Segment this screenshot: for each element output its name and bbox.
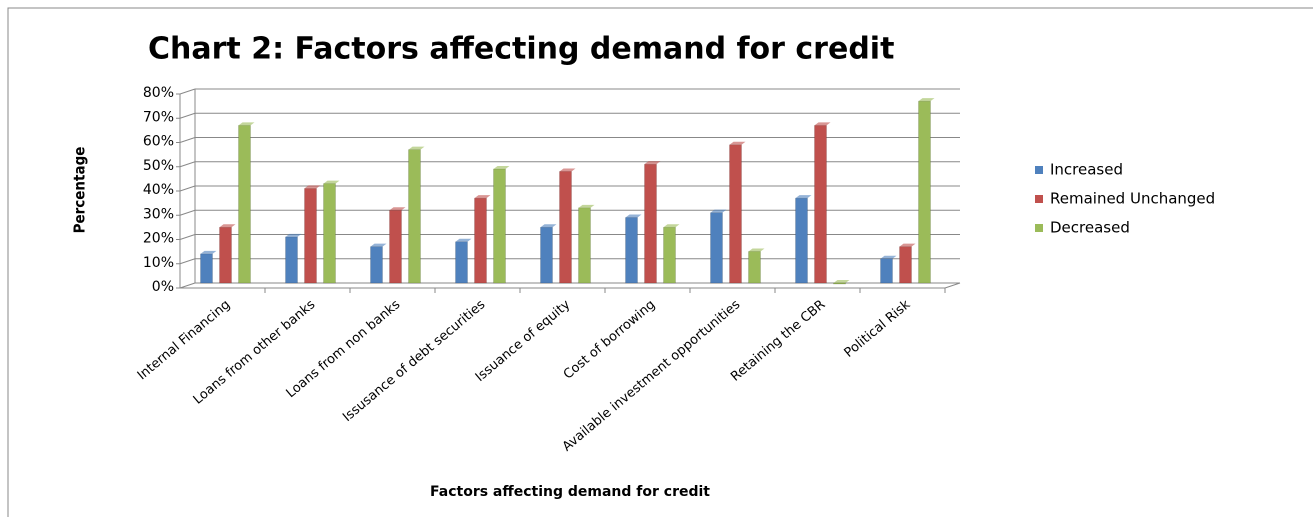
bar-top (625, 214, 642, 218)
bar-top (455, 238, 472, 242)
bar (238, 125, 251, 284)
x-tick-label: Cost of borrowing (561, 297, 659, 382)
legend-label: Remained Unchanged (1050, 190, 1215, 208)
legend-swatch (1035, 195, 1043, 203)
bar-top (899, 243, 916, 247)
bar (285, 236, 298, 284)
x-axis-title: Factors affecting demand for credit (430, 484, 710, 500)
grid-line-depth (179, 282, 196, 289)
x-tick-label: Political Risk (842, 297, 914, 361)
x-tick-label: Retaining the CBR (728, 297, 828, 384)
bar-top (795, 195, 812, 199)
bar-top (578, 204, 595, 208)
grid-line-depth (179, 234, 196, 240)
grid-line-depth (179, 88, 196, 95)
y-tick-label: 70% (143, 109, 174, 125)
bar (219, 226, 232, 284)
bar (455, 241, 468, 284)
bar-top (370, 243, 387, 247)
bar (578, 207, 591, 284)
bar-top (304, 185, 321, 189)
grid-line-depth (179, 258, 196, 265)
bar-top (918, 98, 935, 102)
bar (833, 282, 846, 285)
bar-top (644, 161, 661, 165)
y-tick-label: 40% (143, 182, 174, 198)
y-tick-label: 0% (152, 279, 174, 295)
bar-top (710, 209, 727, 213)
bar-top (285, 233, 302, 237)
bar-top (663, 224, 680, 228)
y-tick-label: 10% (143, 255, 174, 271)
x-tick-label: Issusance of debt securities (340, 297, 488, 425)
x-tick-label: Internal Financing (135, 297, 234, 383)
bar (408, 149, 421, 284)
bar-top (880, 255, 897, 259)
bar (540, 226, 553, 284)
grid-line-depth (179, 209, 196, 216)
bar (474, 197, 487, 284)
y-tick-label: 60% (143, 134, 174, 150)
bar-top (729, 141, 746, 145)
bar-top (474, 195, 491, 199)
grid-line-depth (179, 161, 196, 168)
legend-label: Decreased (1050, 219, 1130, 237)
bar (559, 171, 572, 284)
x-tick-label: Available investment opportunities (560, 297, 744, 455)
bar (899, 246, 912, 284)
bar-top (748, 248, 765, 252)
y-axis-title: Percentage (71, 147, 89, 234)
bar (323, 183, 336, 284)
bar (880, 258, 893, 284)
bar-top (238, 122, 255, 126)
bar-top (559, 168, 576, 172)
bar (200, 253, 213, 284)
legend-swatch (1035, 224, 1043, 232)
bar (625, 217, 638, 284)
grid-line-depth (179, 137, 196, 143)
grid-line-depth (179, 112, 196, 119)
bar (389, 210, 402, 284)
bar-top (833, 280, 850, 283)
bar (795, 197, 808, 284)
bar-top (493, 166, 510, 170)
grid-line-depth (179, 185, 196, 192)
legend-swatch (1035, 166, 1043, 174)
y-tick-label: 50% (143, 158, 174, 174)
bar-top (200, 250, 217, 254)
bar (814, 125, 827, 284)
bar (644, 163, 657, 284)
bar-top (814, 122, 831, 126)
x-tick-label: Issuance of equity (473, 297, 574, 385)
bar (918, 100, 931, 284)
bar (663, 226, 676, 284)
bar-top (408, 146, 425, 150)
bar-top (323, 180, 340, 184)
bar-top (540, 224, 557, 228)
y-tick-label: 30% (143, 206, 174, 222)
axis-line (944, 282, 961, 289)
y-tick-label: 20% (143, 231, 174, 247)
bar (370, 246, 383, 284)
bar (729, 144, 742, 284)
bar-top (219, 224, 236, 228)
chart-title: Chart 2: Factors affecting demand for cr… (148, 32, 894, 67)
y-tick-label: 80% (143, 85, 174, 101)
bar (493, 168, 506, 284)
bar (304, 188, 317, 284)
bar (748, 251, 761, 284)
bar (710, 212, 723, 284)
bar-top (389, 207, 406, 211)
chart-border (7, 7, 1313, 517)
legend-label: Increased (1050, 161, 1123, 179)
